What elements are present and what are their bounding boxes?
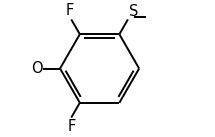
Text: S: S [129,4,138,19]
Text: F: F [66,3,74,18]
Text: F: F [67,119,75,134]
Text: O: O [31,61,42,76]
